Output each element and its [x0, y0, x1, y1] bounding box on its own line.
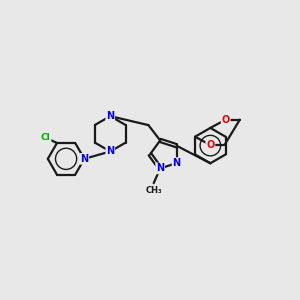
- Text: N: N: [172, 158, 181, 168]
- Text: O: O: [206, 140, 214, 150]
- Text: N: N: [80, 154, 88, 164]
- Text: CH₃: CH₃: [146, 186, 162, 195]
- Text: Cl: Cl: [41, 133, 51, 142]
- Text: N: N: [106, 111, 114, 121]
- Text: N: N: [156, 164, 164, 173]
- Text: O: O: [221, 115, 230, 125]
- Text: N: N: [106, 146, 114, 157]
